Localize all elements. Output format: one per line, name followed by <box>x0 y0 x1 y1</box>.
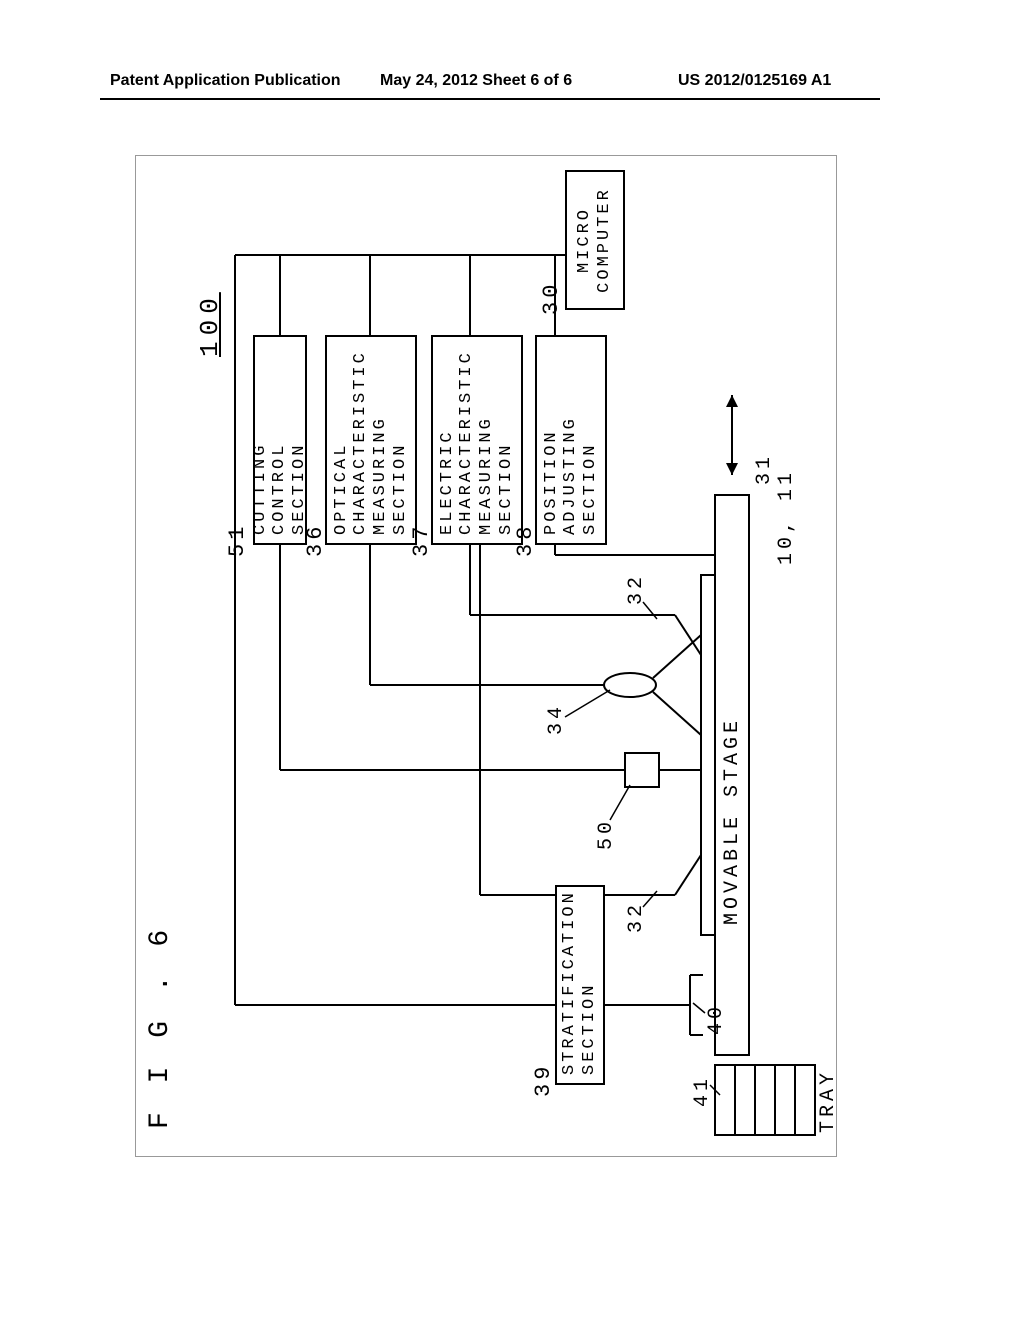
tray-label: TRAY <box>817 1069 840 1133</box>
lens-ref: 34 <box>545 703 568 735</box>
tray-ref: 41 <box>691 1075 714 1107</box>
cutting-control-text: CUTTING CONTROL SECTION <box>251 345 310 535</box>
header-right: US 2012/0125169 A1 <box>678 72 831 90</box>
optical-text: OPTICAL CHARACTERISTIC MEASURING SECTION <box>332 350 410 535</box>
micro-text: MICRO COMPUTER <box>575 187 614 293</box>
micro-ref: 30 <box>539 281 564 315</box>
optical-ref: 36 <box>303 523 328 557</box>
position-ref: 38 <box>513 523 538 557</box>
stage-ref: 31 <box>753 453 776 485</box>
micro-box: MICRO COMPUTER <box>565 170 625 310</box>
stage-label: MOVABLE STAGE <box>721 717 744 925</box>
probe-left-ref: 32 <box>625 901 648 933</box>
cutting-control-box: CUTTING CONTROL SECTION <box>253 335 307 545</box>
diagram-wires <box>135 155 835 1155</box>
probe-right-ref: 32 <box>625 573 648 605</box>
electric-box: ELECTRIC CHARACTERISTIC MEASURING SECTIO… <box>431 335 523 545</box>
strat-text: STRATIFICATION SECTION <box>560 890 599 1075</box>
header-rule <box>100 98 880 100</box>
electric-ref: 37 <box>409 523 434 557</box>
figure-canvas: F I G . 6 100 <box>135 155 835 1155</box>
electric-text: ELECTRIC CHARACTERISTIC MEASURING SECTIO… <box>438 350 516 535</box>
wafer-ref: 10, 11 <box>775 469 798 565</box>
tray-arm-ref: 40 <box>705 1003 728 1035</box>
cutting-control-ref: 51 <box>225 523 250 557</box>
strat-ref: 39 <box>531 1063 556 1097</box>
page: Patent Application Publication May 24, 2… <box>0 0 1024 1320</box>
cutter-ref: 50 <box>595 818 618 850</box>
position-box: POSITION ADJUSTING SECTION <box>535 335 607 545</box>
header-left: Patent Application Publication <box>110 72 341 90</box>
optical-box: OPTICAL CHARACTERISTIC MEASURING SECTION <box>325 335 417 545</box>
header-center: May 24, 2012 Sheet 6 of 6 <box>380 72 572 90</box>
position-text: POSITION ADJUSTING SECTION <box>542 416 601 535</box>
strat-box: STRATIFICATION SECTION <box>555 885 605 1085</box>
figure-rotated: F I G . 6 100 <box>135 155 835 1155</box>
